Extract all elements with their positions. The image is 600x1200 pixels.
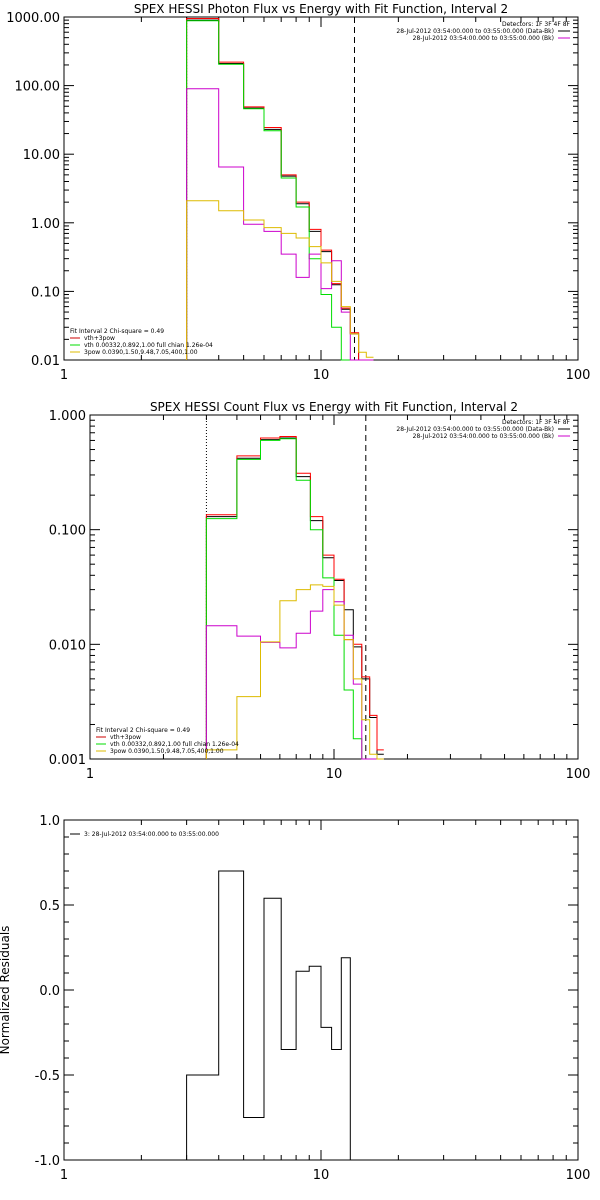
legend-entry: 3: 28-Jul-2012 03:54:00.000 to 03:55:00.… (84, 831, 219, 838)
series-line-1 (205, 437, 384, 759)
y-tick-label: 1000.00 (6, 11, 60, 26)
legend-entry: Fit Interval 2 Chi-square = 0.49 (70, 328, 164, 335)
x-tick-label: 100 (566, 767, 591, 782)
series-line-5 (186, 200, 374, 360)
chart-panel-2: SPEX HESSI Count Flux vs Energy with Fit… (49, 400, 591, 782)
legend-entry: Detectors: 1F 3F 4F 8F (502, 21, 571, 28)
legend-entry: 28-Jul-2012 03:54:00.000 to 03:55:00.000… (396, 28, 554, 35)
y-tick-label: 10.00 (23, 148, 60, 163)
y-tick-label: 0.001 (49, 753, 86, 768)
y-tick-label: 0.0 (39, 984, 60, 999)
x-tick-label: 100 (566, 368, 591, 383)
series-line-3 (205, 438, 384, 760)
y-tick-label: 0.10 (31, 285, 60, 300)
y-tick-label: 0.5 (39, 899, 60, 914)
legend-entry: 3pow 0.0390,1.50,9.48,7.05,400,1.00 (84, 349, 198, 356)
y-tick-label: 0.01 (31, 354, 60, 369)
y-tick-label: 0.010 (49, 638, 86, 653)
y-tick-label: -0.5 (35, 1069, 60, 1084)
series-line-1 (186, 19, 374, 361)
x-tick-label: 1 (60, 368, 68, 383)
legend-entry: 28-Jul-2012 03:54:00.000 to 03:55:00.000… (396, 426, 554, 433)
series-line-5 (205, 584, 384, 760)
y-axis-label: Normalized Residuals (0, 926, 12, 1055)
x-tick-label: 100 (566, 1168, 591, 1183)
series-line-1 (186, 870, 351, 1160)
series-line-3 (186, 20, 374, 361)
series-line-2 (205, 436, 384, 759)
y-tick-label: 1.000 (49, 409, 86, 424)
legend-entry: 3pow 0.0390,1.50,9.48,7.05,400,1.00 (110, 748, 224, 755)
legend-entry: Detectors: 1F 3F 4F 8F (502, 419, 571, 426)
x-tick-label: 10 (313, 368, 330, 383)
y-tick-label: -1.0 (35, 1154, 60, 1169)
chart-panel-1: SPEX HESSI Photon Flux vs Energy with Fi… (6, 2, 590, 383)
legend-entry: vth+3pow (84, 335, 115, 342)
plot-frame (63, 16, 579, 361)
y-tick-label: 0.100 (49, 524, 86, 539)
y-tick-label: 1.0 (39, 814, 60, 829)
y-tick-label: 100.00 (15, 80, 61, 95)
legend-entry: vth+3pow (110, 734, 141, 741)
series-line-4 (205, 589, 384, 760)
chart-title: SPEX HESSI Count Flux vs Energy with Fit… (150, 400, 518, 414)
legend-entry: vth 0.00332,0.892,1.00 full chian 1.26e-… (110, 741, 239, 748)
legend-entry: vth 0.00332,0.892,1.00 full chian 1.26e-… (84, 342, 213, 349)
x-tick-label: 1 (86, 767, 94, 782)
chart-panel-3: 1 10 100 -1.0 -0.5 0.0 0.5 1.0 Normalized Residu… (0, 814, 590, 1183)
chart-title: SPEX HESSI Photon Flux vs Energy with Fi… (134, 2, 508, 16)
legend-entry: 28-Jul-2012 03:54:00.000 to 03:55:00.000… (413, 35, 554, 42)
legend-entry: Fit Interval 2 Chi-square = 0.49 (96, 727, 190, 734)
x-tick-label: 1 (60, 1168, 68, 1183)
y-tick-label: 1.00 (31, 217, 60, 232)
legend-entry: 28-Jul-2012 03:54:00.000 to 03:55:00.000… (413, 433, 554, 440)
x-tick-label: 10 (326, 767, 343, 782)
x-tick-label: 10 (313, 1168, 330, 1183)
